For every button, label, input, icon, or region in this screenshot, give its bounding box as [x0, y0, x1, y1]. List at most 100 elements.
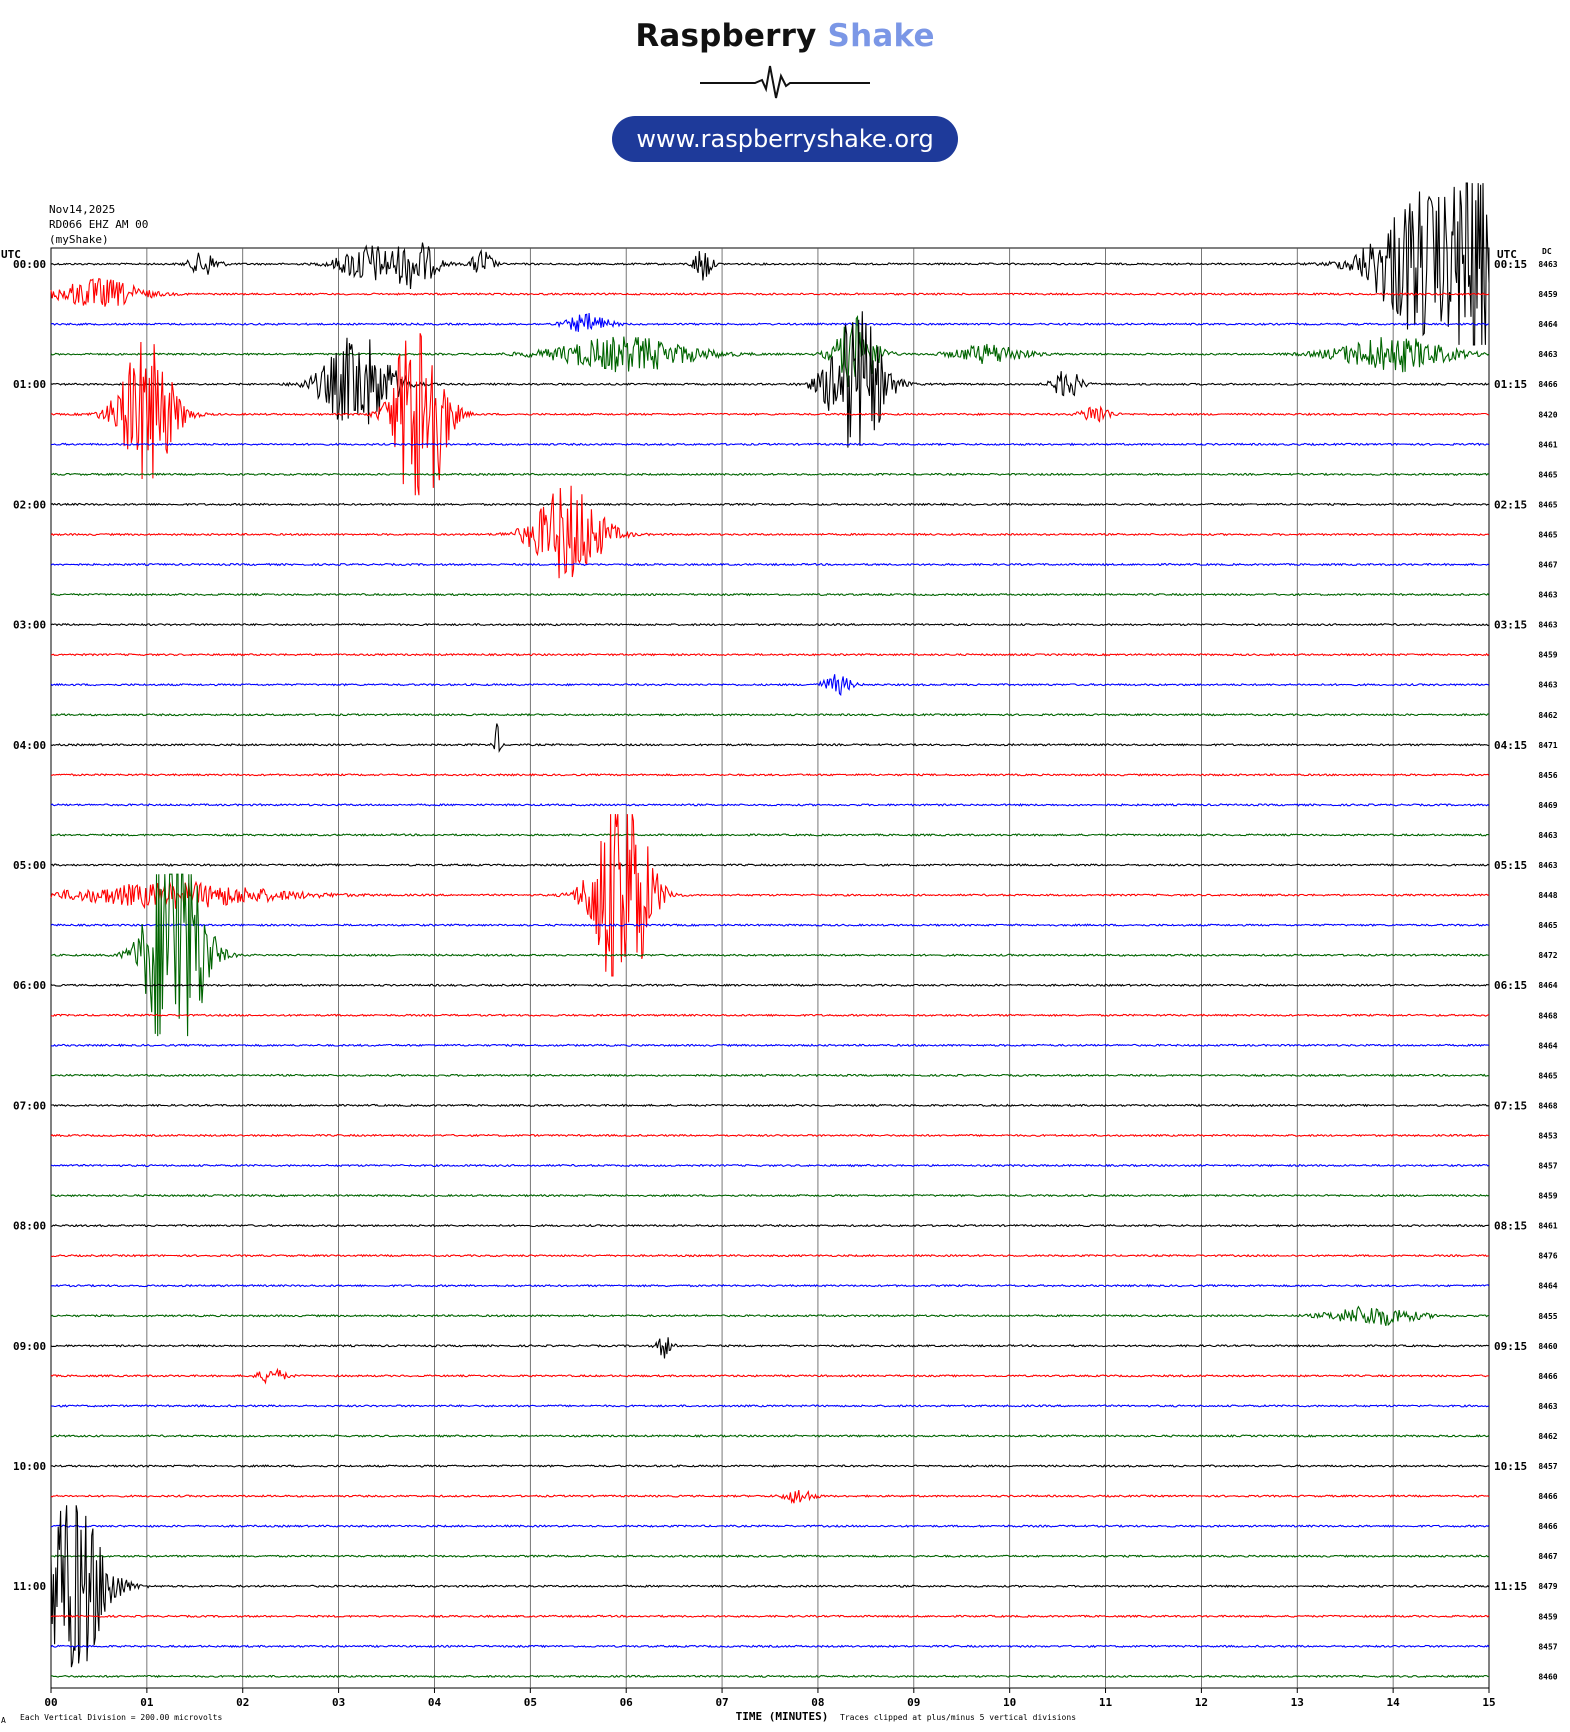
- left-hour-label: 02:00: [13, 498, 46, 511]
- seismic-trace: [50, 833, 1490, 837]
- dc-offset-label: 8420: [1538, 410, 1557, 419]
- seismic-trace: [50, 1305, 1490, 1326]
- x-axis-title: TIME (MINUTES): [736, 1710, 829, 1723]
- right-hour-label: 00:15: [1494, 258, 1527, 271]
- dc-offset-label: 8468: [1538, 1101, 1557, 1110]
- dc-offset-label: 8459: [1538, 290, 1557, 299]
- seismic-trace: [50, 1043, 1490, 1048]
- right-hour-label: 06:15: [1494, 979, 1527, 992]
- seismic-trace: [50, 1524, 1490, 1528]
- dc-offset-label: 8461: [1538, 440, 1557, 449]
- seismic-trace: [50, 1223, 1490, 1228]
- left-hour-label: 05:00: [13, 859, 46, 872]
- dc-offset-label: 8466: [1538, 1492, 1557, 1501]
- seismic-trace: [50, 923, 1490, 927]
- left-hour-label: 03:00: [13, 619, 46, 632]
- dc-offset-label: 8448: [1538, 891, 1557, 900]
- seismic-trace: [50, 314, 1490, 388]
- dc-offset-label: 8457: [1538, 1462, 1557, 1471]
- dc-offset-label: 8462: [1538, 1432, 1557, 1441]
- x-tick-label: 10: [1003, 1696, 1016, 1709]
- seismic-trace: [50, 1434, 1490, 1438]
- left-hour-label: 07:00: [13, 1099, 46, 1112]
- seismic-trace: [50, 1253, 1490, 1258]
- x-tick-label: 06: [620, 1696, 634, 1709]
- dc-offset-label: 8456: [1538, 771, 1557, 780]
- date-label: Nov14,2025: [49, 203, 116, 216]
- left-utc-label: UTC: [1, 248, 21, 261]
- seismic-trace: [50, 674, 1490, 697]
- seismic-trace: [50, 1464, 1490, 1468]
- dc-offset-label: 8462: [1538, 711, 1557, 720]
- plot-frame: [50, 247, 1490, 1689]
- seismic-trace: [50, 873, 1490, 1037]
- seismic-trace: [50, 773, 1490, 777]
- seismic-trace: [50, 1674, 1490, 1679]
- brand-name-part2: Shake: [827, 18, 935, 54]
- seismic-trace: [50, 1505, 1490, 1668]
- seismic-trace: [50, 1367, 1489, 1385]
- left-hour-label: 10:00: [13, 1460, 46, 1473]
- left-hour-label: 06:00: [13, 979, 46, 992]
- dc-offset-label: 8463: [1538, 831, 1557, 840]
- dc-offset-label: 8465: [1538, 470, 1557, 479]
- dc-offset-label: 8464: [1538, 981, 1557, 990]
- seismic-trace: [50, 712, 1490, 717]
- x-tick-label: 08: [811, 1696, 824, 1709]
- left-hour-label: 04:00: [13, 739, 46, 752]
- x-tick-label: 15: [1482, 1696, 1495, 1709]
- seismic-trace: [50, 313, 1490, 332]
- x-tick-label: 03: [332, 1696, 345, 1709]
- seismic-trace: [50, 333, 1490, 496]
- seismic-trace: [50, 562, 1490, 567]
- dc-offset-label: 8465: [1538, 530, 1557, 539]
- dc-offset-label: 8460: [1538, 1672, 1557, 1681]
- seismic-trace: [50, 652, 1490, 657]
- seismic-trace: [50, 1283, 1490, 1288]
- dc-offset-label: 8467: [1538, 1552, 1557, 1561]
- x-tick-label: 11: [1099, 1696, 1113, 1709]
- seismic-trace: [50, 1133, 1490, 1138]
- dc-offset-label: 8459: [1538, 1192, 1557, 1201]
- brand-wordmark: Raspberry Shake: [0, 18, 1570, 54]
- x-tick-label: 09: [907, 1696, 920, 1709]
- x-tick-label: 14: [1387, 1696, 1401, 1709]
- seismic-trace: [50, 277, 1490, 307]
- dc-offset-label: 8459: [1538, 651, 1557, 660]
- seismic-trace: [50, 983, 1489, 988]
- left-hour-label: 11:00: [13, 1580, 46, 1593]
- x-tick-label: 12: [1195, 1696, 1208, 1709]
- dc-offset-label: 8466: [1538, 1372, 1557, 1381]
- seismic-trace: [50, 1103, 1490, 1108]
- dc-offset-label: 8466: [1538, 1522, 1557, 1531]
- dc-offset-label: 8463: [1538, 591, 1557, 600]
- dc-offset-label: 8465: [1538, 500, 1557, 509]
- seismic-trace: [50, 472, 1490, 477]
- x-tick-label: 13: [1291, 1696, 1304, 1709]
- dc-offset-label: 8465: [1538, 921, 1557, 930]
- clipping-note: Traces clipped at plus/minus 5 vertical …: [840, 1713, 1076, 1722]
- dc-offset-label: 8463: [1538, 861, 1557, 870]
- dc-offset-label: 8479: [1538, 1582, 1557, 1591]
- dc-offset-label: 8471: [1538, 741, 1557, 750]
- seismic-trace: [50, 1193, 1490, 1198]
- seismic-trace: [50, 723, 1490, 753]
- seismic-trace: [50, 485, 1490, 579]
- dc-offset-label: 8464: [1538, 320, 1557, 329]
- x-tick-label: 07: [715, 1696, 728, 1709]
- corner-mark: A: [1, 1716, 6, 1725]
- seismic-trace: [50, 1073, 1490, 1078]
- seismic-trace: [50, 442, 1490, 447]
- right-utc-label: UTC: [1497, 248, 1517, 261]
- x-tick-label: 04: [428, 1696, 442, 1709]
- seismic-trace: [50, 1163, 1490, 1168]
- website-url-badge[interactable]: www.raspberryshake.org: [612, 116, 958, 162]
- dc-column-label: DC: [1542, 247, 1552, 256]
- x-tick-label: 00: [44, 1696, 57, 1709]
- dc-offset-label: 8464: [1538, 1282, 1557, 1291]
- right-hour-label: 07:15: [1494, 1099, 1527, 1112]
- seismic-trace: [50, 502, 1490, 507]
- dc-offset-label: 8466: [1538, 380, 1557, 389]
- left-hour-label: 08:00: [13, 1220, 46, 1233]
